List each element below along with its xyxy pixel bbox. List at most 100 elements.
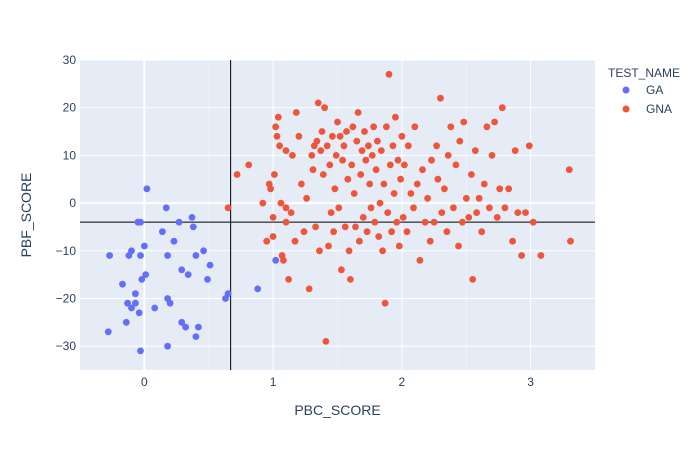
data-point	[377, 147, 385, 155]
legend-title: TEST_NAME	[608, 66, 680, 80]
legend: TEST_NAME GA GNA	[608, 66, 680, 116]
data-point	[273, 132, 281, 140]
data-point	[300, 228, 308, 236]
data-point	[259, 199, 267, 207]
data-point	[124, 299, 131, 307]
data-point	[567, 237, 574, 245]
data-point	[375, 233, 383, 240]
data-point	[204, 276, 211, 283]
data-point	[192, 333, 200, 340]
data-point	[365, 142, 372, 150]
data-point	[471, 147, 479, 155]
y-tick-label: 20	[63, 101, 77, 115]
data-point	[271, 171, 278, 178]
data-point	[363, 228, 371, 236]
reference-lines	[80, 60, 595, 370]
data-point	[486, 204, 493, 212]
data-point	[233, 171, 241, 178]
data-point	[419, 166, 426, 174]
data-point	[511, 147, 519, 155]
data-point	[159, 228, 166, 236]
legend-marker-gna	[622, 105, 630, 113]
data-point	[349, 123, 357, 131]
data-point	[224, 290, 232, 298]
data-point	[399, 214, 407, 221]
x-tick-label: 3	[527, 375, 534, 389]
data-point	[309, 166, 317, 174]
data-point	[224, 204, 232, 212]
data-point	[206, 261, 214, 269]
data-point	[353, 137, 361, 145]
data-point	[341, 223, 349, 231]
data-point	[389, 142, 397, 150]
data-point	[401, 161, 408, 169]
data-point	[329, 132, 336, 140]
data-point	[151, 304, 159, 312]
data-point	[410, 204, 417, 212]
data-point	[330, 228, 337, 236]
data-point	[289, 152, 296, 159]
data-point	[443, 228, 451, 236]
data-point	[303, 194, 310, 202]
data-point	[356, 237, 363, 245]
data-point	[189, 223, 197, 231]
data-point	[390, 190, 398, 197]
data-point	[274, 113, 282, 121]
data-point	[421, 218, 429, 226]
data-point	[455, 242, 462, 250]
data-point	[411, 123, 419, 131]
data-point	[166, 299, 174, 307]
x-tick-label: 0	[141, 375, 148, 389]
data-point	[141, 242, 148, 250]
data-point	[350, 190, 358, 197]
data-point	[388, 228, 395, 236]
data-point	[128, 304, 135, 312]
legend-label-ga: GA	[646, 83, 663, 97]
data-point	[339, 156, 346, 164]
data-point	[386, 161, 394, 169]
data-point	[143, 185, 151, 193]
tick-labels: 0 1 2 3 −30 −20 −10 0 10 20 30	[56, 53, 535, 389]
data-point	[162, 204, 170, 212]
x-tick-label: 1	[270, 375, 277, 389]
data-point	[272, 123, 280, 131]
data-point	[348, 161, 356, 169]
data-point	[430, 218, 438, 226]
data-point	[104, 328, 112, 336]
data-point	[164, 252, 172, 259]
data-point	[428, 156, 435, 164]
data-point	[312, 223, 319, 231]
data-point	[316, 247, 323, 255]
data-point	[434, 175, 442, 183]
data-point	[352, 223, 359, 231]
data-point	[272, 256, 280, 264]
data-point	[525, 142, 533, 150]
data-point	[404, 142, 412, 150]
data-point	[438, 209, 446, 217]
data-point	[263, 237, 271, 245]
data-point	[137, 347, 144, 355]
data-point	[460, 118, 468, 126]
data-point	[483, 123, 491, 131]
data-point	[367, 204, 375, 212]
data-point	[318, 128, 326, 135]
data-point	[338, 266, 345, 274]
data-point	[287, 209, 295, 217]
y-tick-label: −30	[56, 339, 77, 353]
legend-label-gna: GNA	[646, 102, 672, 116]
data-point	[192, 252, 200, 259]
data-point	[332, 152, 340, 159]
data-point	[291, 237, 299, 245]
data-point	[357, 171, 365, 178]
data-point	[313, 137, 321, 145]
data-point	[298, 180, 305, 188]
data-point	[188, 214, 196, 221]
data-point	[138, 276, 146, 283]
data-point	[469, 276, 477, 283]
data-point	[336, 132, 344, 140]
y-tick-label: −10	[56, 244, 77, 258]
data-point	[368, 152, 376, 159]
data-point	[137, 218, 144, 226]
data-point	[384, 209, 392, 217]
data-point	[424, 194, 431, 202]
